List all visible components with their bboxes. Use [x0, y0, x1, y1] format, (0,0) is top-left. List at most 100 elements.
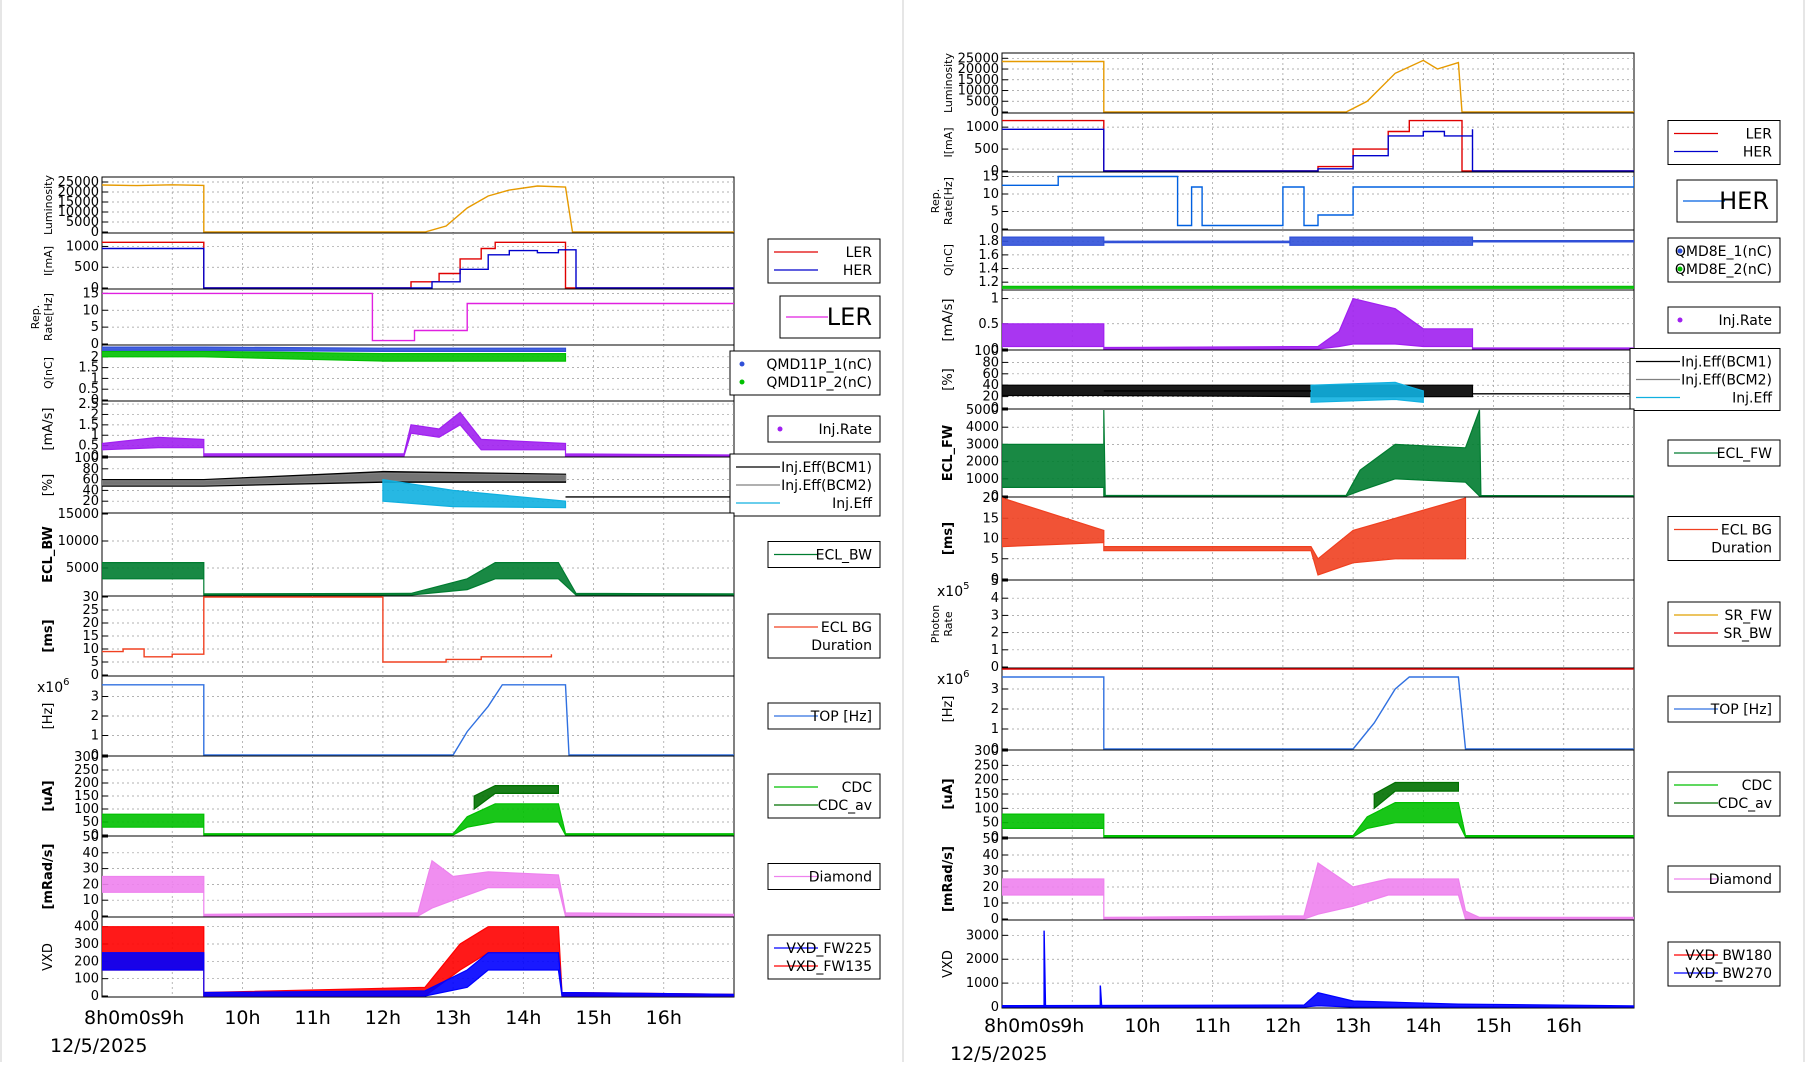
- y-tick-label: 5: [991, 205, 999, 220]
- series-group: [1002, 297, 1634, 350]
- y-tick-label: 1000: [966, 120, 999, 135]
- y-multiplier: x105: [937, 581, 969, 600]
- y-tick-label: 0: [991, 342, 999, 357]
- panel-4: 1.81.61.41.2 Q[nC] QMD8E_1(nC) QMD8E_2(nC): [942, 229, 1781, 291]
- y-axis-label: Q[nC]: [942, 244, 955, 276]
- legend: TOP [Hz]: [767, 702, 881, 730]
- y-tick-label: 80: [982, 355, 999, 370]
- y-tick-label: 3000: [966, 437, 999, 452]
- legend-label: QMD11P_2(nC): [766, 375, 872, 391]
- legend-label: CDC: [842, 780, 873, 796]
- panel-2: 1000 500 0 I[mA] LER HER: [42, 232, 881, 296]
- time-tick-label: 10h: [224, 1007, 260, 1029]
- legend-label: SR_BW: [1723, 626, 1772, 642]
- y-axis-label: [mRad/s]: [41, 843, 56, 909]
- y-axis-label: [mA/s]: [941, 299, 956, 342]
- legend-box: [1667, 306, 1781, 334]
- legend-label: ECL BG: [821, 620, 872, 636]
- y-tick-label: 2000: [966, 455, 999, 470]
- y-tick-label: 0: [91, 748, 99, 763]
- y-multiplier: x106: [937, 669, 969, 688]
- series-group: [102, 926, 734, 997]
- y-tick-label: 5000: [66, 561, 99, 576]
- series-lum-line: [1002, 59, 1634, 113]
- time-tick-label: 11h: [1195, 1015, 1231, 1037]
- y-tick-label: 0.5: [978, 317, 999, 332]
- y-axis-label: Rep.: [29, 305, 42, 329]
- series-injrate-band: [1002, 297, 1634, 350]
- y-tick-label: 1: [991, 643, 999, 658]
- series-ecl-band: [102, 561, 734, 596]
- y-axis-label: ECL_BW: [41, 526, 56, 583]
- series-group: [102, 470, 734, 509]
- panel-6: 100806040200[%]Inj.Eff(BCM1)Inj.Eff(BCM2…: [941, 344, 1781, 416]
- y-tick-label: 5000: [966, 403, 999, 418]
- series-group: [1002, 497, 1467, 576]
- legend: LER HER: [767, 238, 881, 284]
- y-tick-label: 200: [74, 776, 99, 791]
- legend: CDC CDC_av: [1667, 771, 1781, 817]
- y-tick-label: 0: [91, 668, 99, 683]
- legend-label: QMD8E_1(nC): [1675, 244, 1772, 260]
- y-tick-label: 2000: [966, 952, 999, 967]
- time-tick-label: 16h: [646, 1007, 682, 1029]
- y-tick-label: 20: [982, 390, 999, 405]
- y-tick-label: 2.5: [78, 397, 99, 412]
- legend-box: [1667, 771, 1781, 817]
- y-tick-label: 50: [82, 830, 99, 845]
- series-eff-band: [1310, 381, 1424, 403]
- y-tick-label: 5: [91, 320, 99, 335]
- legend-marker-qmd2: [1677, 266, 1683, 272]
- panel-frame: [1001, 52, 1635, 114]
- y-tick-label: 10: [982, 896, 999, 911]
- y-tick-label: 4000: [966, 420, 999, 435]
- y-tick-label: 80: [82, 462, 99, 477]
- panel-9: 5 4 3 2 1 0 Photon Rate x105 SR_FW SR_BW: [929, 574, 1781, 675]
- panel-3: 15 10 5 0 Rep. Rate[Hz] HER: [929, 170, 1778, 237]
- series-cdcav-band: [1373, 781, 1460, 810]
- y-tick-label: 1: [91, 729, 99, 744]
- y-axis-label: [mRad/s]: [941, 846, 956, 912]
- y-tick-label: 0: [991, 164, 999, 179]
- series-rep-line: [102, 292, 734, 342]
- y-tick-label: 10000: [58, 534, 99, 549]
- series-qmd1-band: [1002, 236, 1634, 246]
- panel-7: 5000 4000 3000 2000 1000 0 ECL_FW ECL_FW: [941, 403, 1781, 504]
- time-tick-label: 14h: [505, 1007, 541, 1029]
- y-tick-label: 10000: [58, 205, 99, 220]
- y-tick-label: 300: [74, 937, 99, 952]
- y-axis-label: [%]: [941, 368, 956, 391]
- legend-label: LER: [1746, 127, 1773, 143]
- series-group: [102, 859, 734, 917]
- y-tick-label: 20: [982, 880, 999, 895]
- y-tick-label: 2: [91, 407, 99, 422]
- panel-13: 3000 2000 1000 0 VXD VXD_BW180 VXD_BW270: [941, 919, 1781, 1015]
- legend-label: LER: [846, 245, 873, 261]
- series-top-line: [1002, 676, 1634, 750]
- y-axis-label: [uA]: [941, 778, 956, 809]
- y-multiplier-exponent: 6: [63, 677, 69, 688]
- series-group: [102, 292, 734, 342]
- y-axis-label: Rate: [942, 611, 955, 636]
- time-tick-label: 12h: [1265, 1015, 1301, 1037]
- y-tick-label: 50: [82, 815, 99, 830]
- legend-box: [767, 934, 881, 980]
- y-tick-label: 1: [91, 371, 99, 386]
- time-tick-label: 12h: [365, 1007, 401, 1029]
- y-tick-label: 1000: [966, 472, 999, 487]
- y-tick-label: 0.5: [78, 382, 99, 397]
- panel-2: 1000 500 0 I[mA] LER HER: [942, 112, 1781, 179]
- legend-box: [1667, 601, 1781, 647]
- legend-box: [1667, 941, 1781, 987]
- legend-label: Inj.Rate: [819, 422, 872, 438]
- legend-box: [1667, 237, 1781, 283]
- panel-frame: [101, 232, 735, 290]
- y-tick-label: 400: [74, 920, 99, 935]
- y-tick-label: 0: [991, 742, 999, 757]
- legend: QMD11P_1(nC) QMD11P_2(nC): [729, 350, 881, 396]
- y-tick-label: 500: [974, 142, 999, 157]
- y-tick-label: 30: [82, 862, 99, 877]
- y-tick-label: 100: [974, 344, 999, 359]
